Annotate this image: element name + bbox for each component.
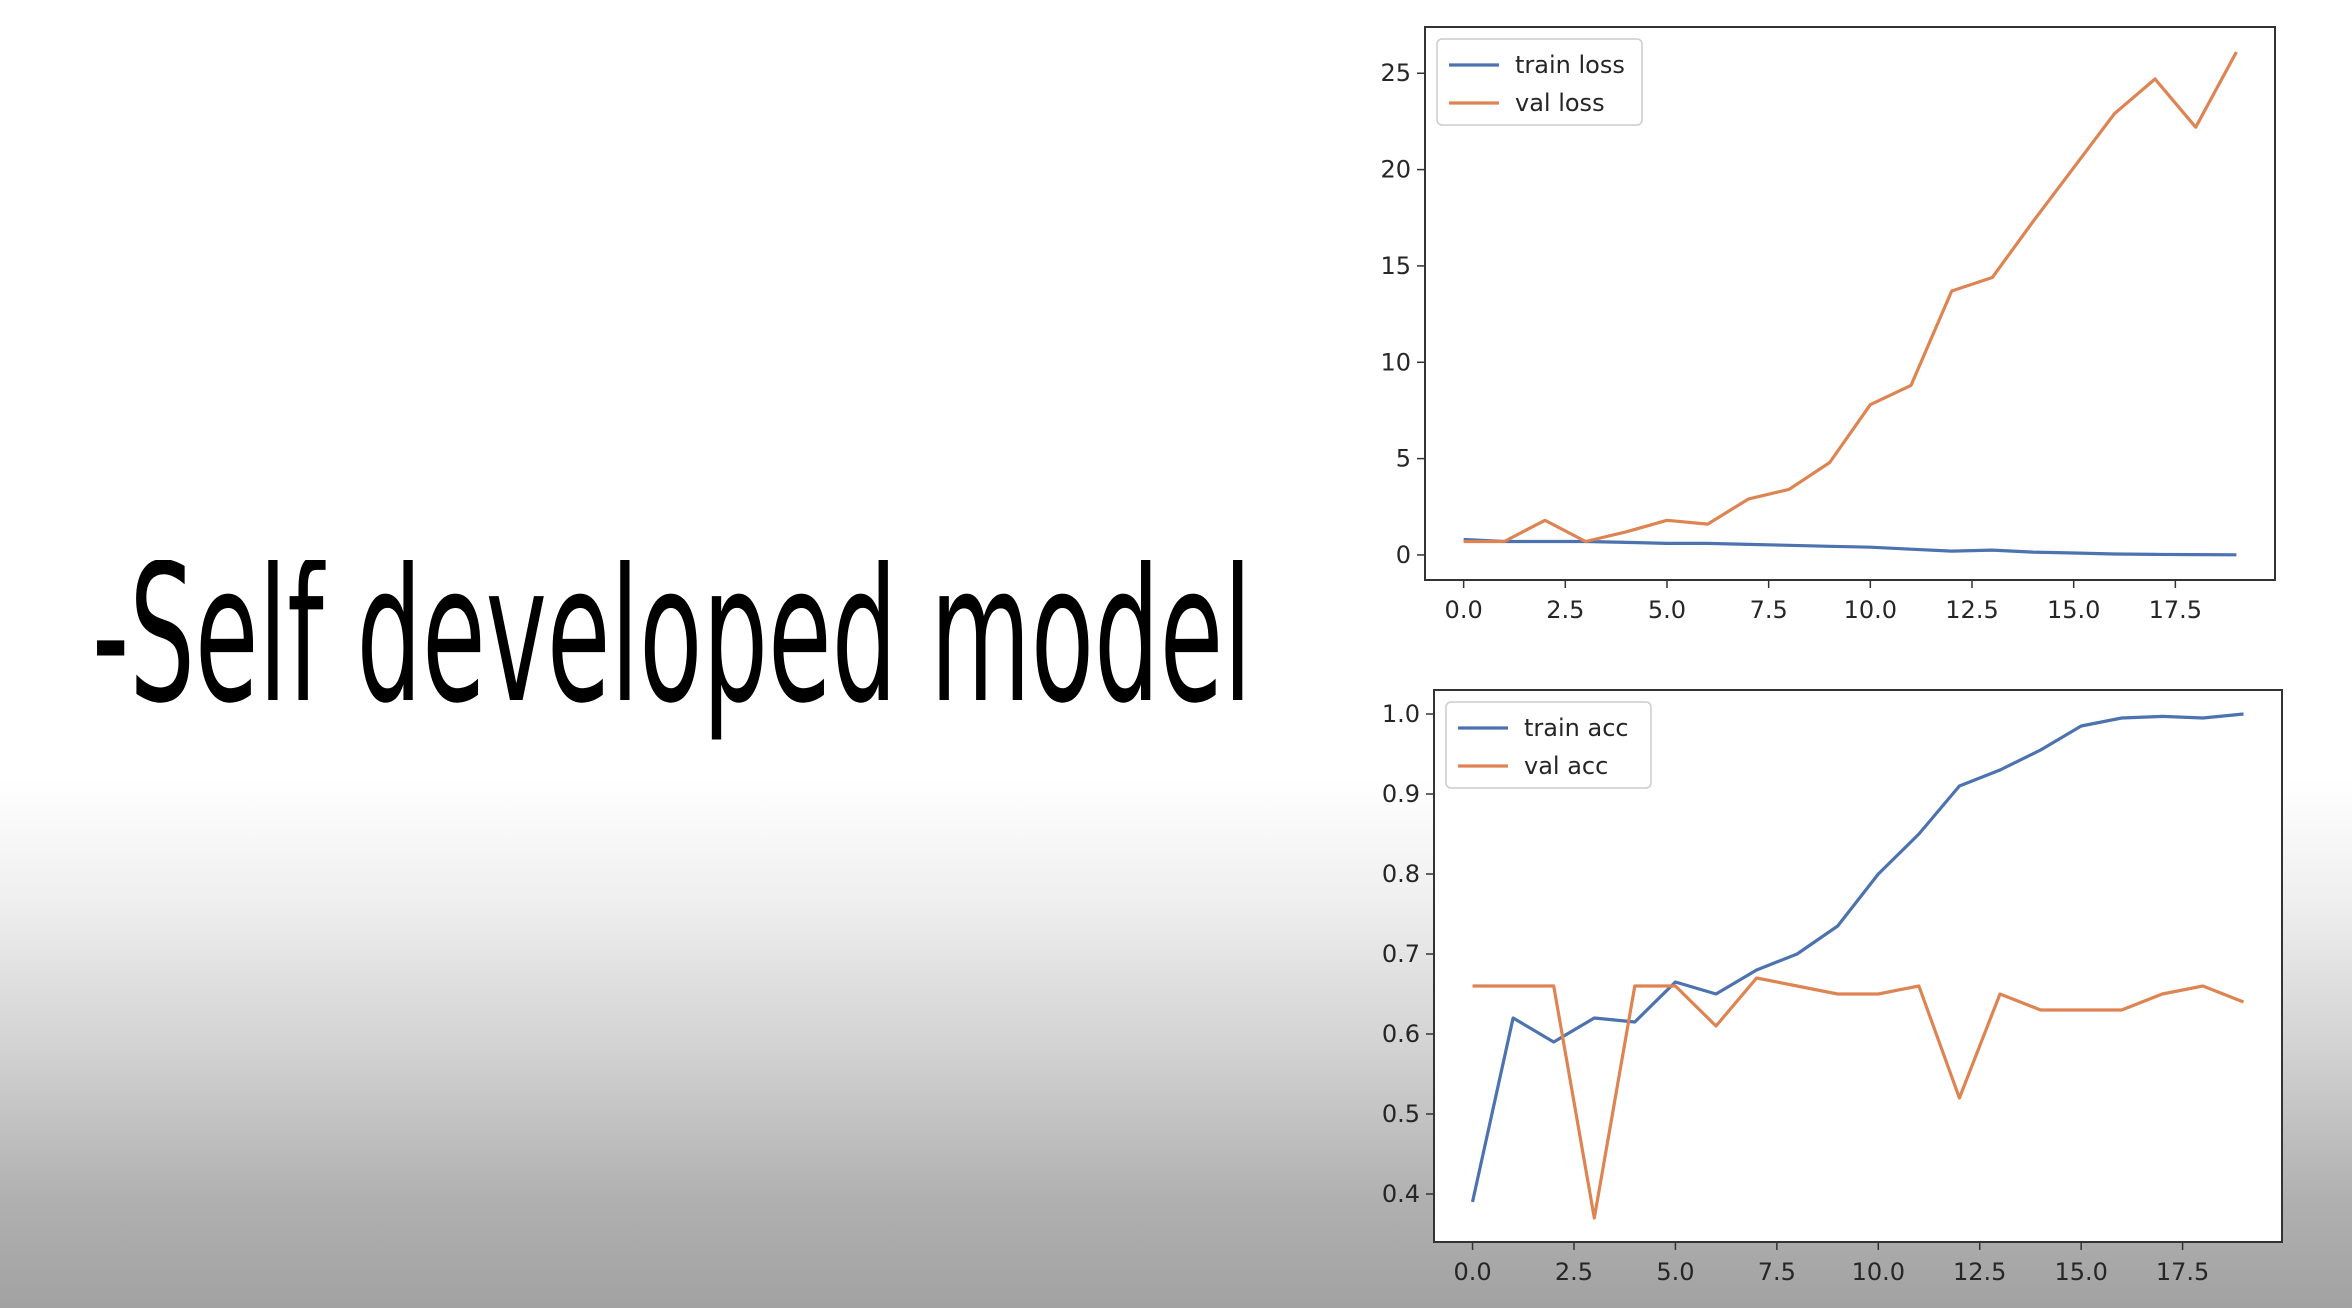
x-tick-label: 7.5 xyxy=(1750,596,1788,624)
y-tick-label: 10 xyxy=(1380,348,1411,376)
x-tick-label: 10.0 xyxy=(1844,596,1897,624)
y-tick-label: 0.4 xyxy=(1382,1180,1420,1208)
x-tick-label: 0.0 xyxy=(1453,1258,1491,1286)
x-tick-label: 17.5 xyxy=(2156,1258,2209,1286)
y-tick-label: 1.0 xyxy=(1382,700,1420,728)
x-tick-label: 15.0 xyxy=(2047,596,2100,624)
train-acc-line xyxy=(1470,712,2244,1203)
accuracy-chart: 0.0 2.5 5.0 7.5 10.0 12.5 15.0 17.5 0.4 0.5 0.6 0.7… xyxy=(1382,689,2283,1286)
y-tick-label: 15 xyxy=(1380,252,1411,280)
x-tick-label: 5.0 xyxy=(1656,1258,1694,1286)
legend-label: train acc xyxy=(1524,714,1629,742)
x-tick-label: 7.5 xyxy=(1758,1258,1796,1286)
y-tick-label: 0.7 xyxy=(1382,940,1420,968)
y-tick-label: 25 xyxy=(1380,59,1411,87)
y-tick-label: 0 xyxy=(1396,541,1411,569)
x-tick-label: 15.0 xyxy=(2054,1258,2107,1286)
y-tick-label: 5 xyxy=(1396,445,1411,473)
y-tick-label: 0.8 xyxy=(1382,860,1420,888)
x-tick-label: 12.5 xyxy=(1953,1258,2006,1286)
legend-label: val acc xyxy=(1524,752,1608,780)
legend-label: val loss xyxy=(1515,89,1605,117)
x-tick-label: 17.5 xyxy=(2149,596,2202,624)
y-tick-label: 0.9 xyxy=(1382,780,1420,808)
x-tick-label: 10.0 xyxy=(1852,1258,1905,1286)
x-tick-label: 2.5 xyxy=(1555,1258,1593,1286)
loss-chart: 0.0 2.5 5.0 7.5 10.0 12.5 15.0 17.5 0 5 10 15 20 25 tr… xyxy=(1380,26,2276,624)
y-tick-label: 20 xyxy=(1380,156,1411,184)
y-tick-label: 0.5 xyxy=(1382,1100,1420,1128)
val-loss-line xyxy=(1463,51,2238,544)
x-tick-label: 12.5 xyxy=(1945,596,1998,624)
x-tick-label: 0.0 xyxy=(1445,596,1483,624)
slide-title: -Self developed model xyxy=(92,560,1252,745)
x-tick-label: 5.0 xyxy=(1648,596,1686,624)
val-acc-line xyxy=(1472,976,2245,1220)
legend-label: train loss xyxy=(1515,51,1625,79)
y-tick-label: 0.6 xyxy=(1382,1020,1420,1048)
train-loss-line xyxy=(1463,537,2237,557)
slide-title-text: -Self developed model xyxy=(92,560,1252,745)
x-tick-label: 2.5 xyxy=(1546,596,1584,624)
